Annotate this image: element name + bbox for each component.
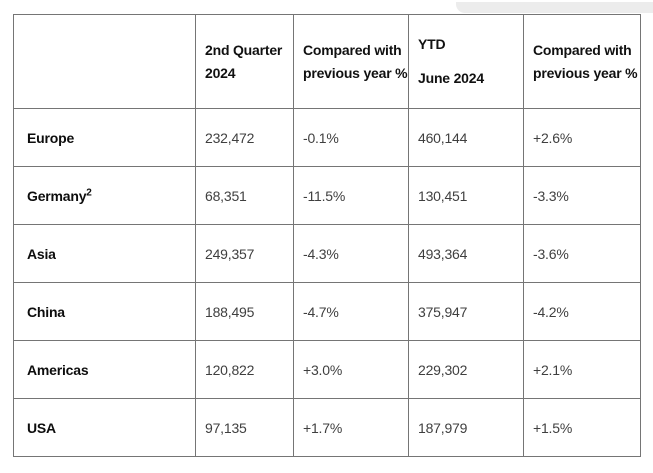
- q2-value-cell: 188,495: [195, 282, 294, 341]
- region-label: China: [27, 303, 65, 320]
- ytd-value-cell: 187,979: [408, 398, 524, 457]
- ytd-change-cell: +2.6%: [523, 108, 641, 167]
- header-q2-compared-line2: previous year %: [303, 64, 408, 81]
- region-cell: Asia: [13, 224, 196, 283]
- ytd-change-cell: +2.1%: [523, 340, 641, 399]
- ytd-value-cell: 460,144: [408, 108, 524, 167]
- header-ytd-line1: YTD: [418, 36, 446, 52]
- deliveries-table: 2nd Quarter 2024 Compared with previous …: [13, 14, 641, 457]
- header-q2-line1: 2nd Quarter: [205, 41, 283, 58]
- q2-value-cell: 232,472: [195, 108, 294, 167]
- header-ytd-line2: June 2024: [418, 70, 484, 86]
- q2-value-cell: 68,351: [195, 166, 294, 225]
- region-label: Americas: [27, 361, 89, 378]
- region-label: Europe: [27, 129, 75, 146]
- region-cell: Americas: [13, 340, 196, 399]
- ytd-change-cell: -4.2%: [523, 282, 641, 341]
- ytd-change-cell: -3.6%: [523, 224, 641, 283]
- region-label: Asia: [27, 245, 56, 262]
- header-cell-q2-compared: Compared with previous year %: [293, 14, 409, 109]
- table-row-americas: Americas 120,822 +3.0% 229,302 +2.1%: [13, 340, 641, 399]
- table-row-germany: Germany2 68,351 -11.5% 130,451 -3.3%: [13, 166, 641, 225]
- table-row-china: China 188,495 -4.7% 375,947 -4.2%: [13, 282, 641, 341]
- q2-value-cell: 249,357: [195, 224, 294, 283]
- header-ytd-compared-line1: Compared with: [533, 41, 632, 58]
- region-cell: Germany2: [13, 166, 196, 225]
- header-cell-ytd: YTD June 2024: [408, 14, 524, 109]
- region-label: Germany: [27, 187, 87, 204]
- header-cell-region: [13, 14, 196, 109]
- q2-change-cell: -0.1%: [293, 108, 409, 167]
- ytd-change-cell: +1.5%: [523, 398, 641, 457]
- region-cell: Europe: [13, 108, 196, 167]
- table-row-asia: Asia 249,357 -4.3% 493,364 -3.6%: [13, 224, 641, 283]
- ytd-value-cell: 493,364: [408, 224, 524, 283]
- q2-change-cell: -4.3%: [293, 224, 409, 283]
- header-row: 2nd Quarter 2024 Compared with previous …: [13, 14, 641, 109]
- top-right-ui-fragment: [456, 2, 653, 13]
- ytd-value-cell: 229,302: [408, 340, 524, 399]
- ytd-value-cell: 130,451: [408, 166, 524, 225]
- q2-value-cell: 120,822: [195, 340, 294, 399]
- q2-change-cell: +1.7%: [293, 398, 409, 457]
- q2-change-cell: +3.0%: [293, 340, 409, 399]
- table-row-europe: Europe 232,472 -0.1% 460,144 +2.6%: [13, 108, 641, 167]
- header-cell-q2-2024: 2nd Quarter 2024: [195, 14, 294, 109]
- region-cell: China: [13, 282, 196, 341]
- header-cell-ytd-compared: Compared with previous year %: [523, 14, 641, 109]
- header-q2-line2: 2024: [205, 64, 236, 81]
- q2-value-cell: 97,135: [195, 398, 294, 457]
- header-ytd-compared-line2: previous year %: [533, 64, 638, 81]
- q2-change-cell: -11.5%: [293, 166, 409, 225]
- ytd-change-cell: -3.3%: [523, 166, 641, 225]
- region-cell: USA: [13, 398, 196, 457]
- table-row-usa: USA 97,135 +1.7% 187,979 +1.5%: [13, 398, 641, 457]
- header-q2-compared-line1: Compared with: [303, 41, 402, 58]
- footnote-marker: 2: [86, 186, 92, 198]
- region-label: USA: [27, 419, 56, 436]
- q2-change-cell: -4.7%: [293, 282, 409, 341]
- ytd-value-cell: 375,947: [408, 282, 524, 341]
